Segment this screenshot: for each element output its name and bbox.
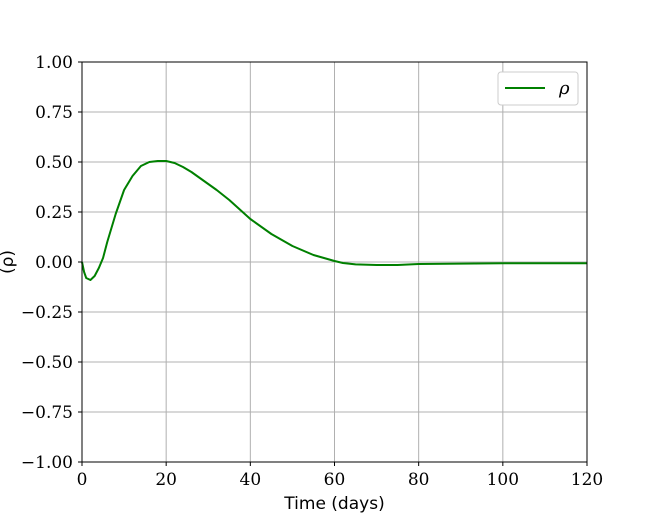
x-axis-ticks: 0 20 40 60 80 100 120 [77,462,603,490]
x-tick-label: 80 [408,470,430,490]
x-axis-label: Time (days) [283,494,384,514]
y-tick-label: 0.25 [35,203,73,223]
series-line-rho [81,160,587,281]
x-tick-label: 100 [487,470,519,490]
y-tick-label: 0.00 [35,253,73,273]
x-tick-label: 0 [77,470,88,490]
x-tick-label: 120 [571,470,603,490]
x-tick-label: 40 [240,470,262,490]
grid-lines [81,61,588,463]
legend-label: ρ [558,78,570,99]
y-tick-label: 0.50 [35,153,73,173]
y-tick-label: 0.75 [35,103,73,123]
y-tick-label: −0.50 [21,353,73,373]
y-tick-label: −1.00 [21,453,73,473]
y-tick-label: −0.75 [21,403,73,423]
y-axis-ticks: −1.00 −0.75 −0.50 −0.25 0.00 0.25 0.50 0.75 1.00 [21,53,82,473]
x-tick-label: 60 [324,470,346,490]
legend: ρ [497,71,579,106]
plot-frame [81,61,588,463]
y-tick-label: 1.00 [35,53,73,73]
series-lines [81,160,587,281]
x-tick-label: 20 [155,470,177,490]
y-tick-label: −0.25 [21,303,73,323]
y-axis-label: (ρ) [0,250,18,274]
